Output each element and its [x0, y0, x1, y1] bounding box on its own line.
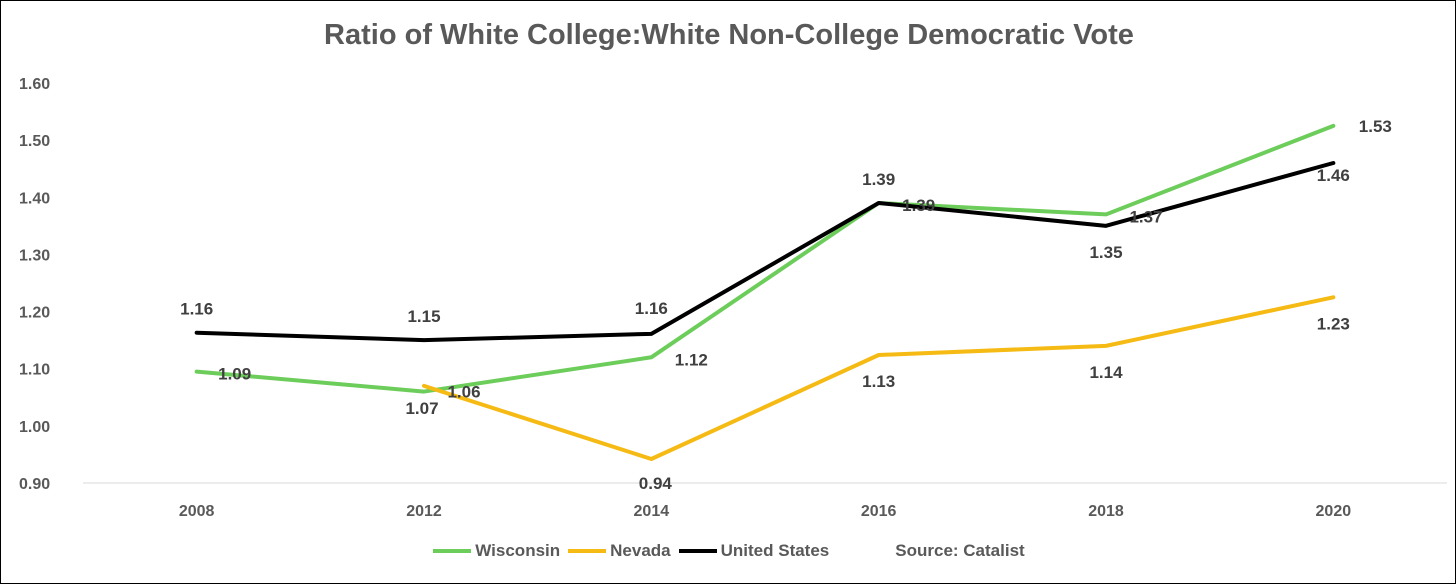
x-tick-label: 2014 [634, 503, 670, 520]
y-tick-label: 1.60 [19, 76, 50, 93]
y-tick-label: 1.10 [19, 362, 50, 379]
legend-label-united-states: United States [720, 541, 830, 560]
x-tick-label: 2020 [1316, 503, 1352, 520]
x-tick-label: 2018 [1088, 503, 1124, 520]
data-label-united-states: 1.16 [635, 299, 668, 318]
legend-swatch-united-states [678, 549, 717, 553]
y-tick-label: 1.00 [19, 419, 50, 436]
data-label-wisconsin: 1.37 [1129, 207, 1162, 226]
data-label-united-states: 1.15 [407, 307, 440, 326]
legend-item-united-states: United States [678, 541, 830, 561]
series-line-united-states [194, 161, 1336, 343]
legend-swatch-nevada [568, 549, 607, 553]
legend-item-nevada: Nevada [568, 541, 671, 561]
data-label-nevada: 1.07 [405, 399, 438, 418]
legend: Wisconsin Nevada United States Source: C… [1, 541, 1456, 561]
y-tick-label: 1.20 [19, 305, 50, 322]
data-label-united-states: 1.16 [180, 300, 213, 319]
data-label-united-states: 1.46 [1317, 166, 1350, 185]
y-tick-label: 1.40 [19, 190, 50, 207]
y-axis: 0.90 1.00 1.10 1.20 1.30 1.40 1.50 1.60 [19, 76, 50, 493]
legend-item-wisconsin: Wisconsin [433, 541, 560, 561]
series-line-wisconsin [194, 123, 1336, 394]
data-label-wisconsin: 1.06 [447, 383, 480, 402]
data-label-nevada: 0.94 [639, 474, 673, 493]
data-label-wisconsin: 1.09 [218, 365, 251, 384]
chart-title: Ratio of White College:White Non-College… [324, 19, 1134, 51]
series-lines [194, 123, 1336, 461]
legend-label-nevada: Nevada [610, 541, 671, 560]
data-label-united-states: 1.35 [1089, 243, 1122, 262]
y-tick-label: 1.50 [19, 133, 50, 150]
legend-label-wisconsin: Wisconsin [475, 541, 561, 560]
data-label-nevada: 1.13 [862, 372, 895, 391]
x-tick-label: 2012 [406, 503, 442, 520]
x-axis: 2008 2012 2014 2016 2018 2020 [179, 503, 1351, 520]
data-label-wisconsin: 1.53 [1359, 117, 1392, 136]
data-label-nevada: 1.23 [1317, 314, 1350, 333]
data-label-united-states: 1.39 [862, 170, 895, 189]
y-tick-label: 1.30 [19, 247, 50, 264]
series-line-nevada [422, 295, 1336, 461]
data-labels: 1.09 1.06 1.12 1.39 1.37 1.53 1.07 0.94 1.13 1.14… [180, 117, 1392, 493]
x-tick-label: 2016 [861, 503, 897, 520]
source-note: Source: Catalist [895, 541, 1025, 560]
x-tick-label: 2008 [179, 503, 215, 520]
y-tick-label: 0.90 [19, 476, 50, 493]
data-label-wisconsin: 1.12 [675, 350, 708, 369]
data-label-nevada: 1.14 [1089, 363, 1123, 382]
legend-swatch-wisconsin [433, 549, 472, 553]
data-label-wisconsin: 1.39 [902, 196, 935, 215]
